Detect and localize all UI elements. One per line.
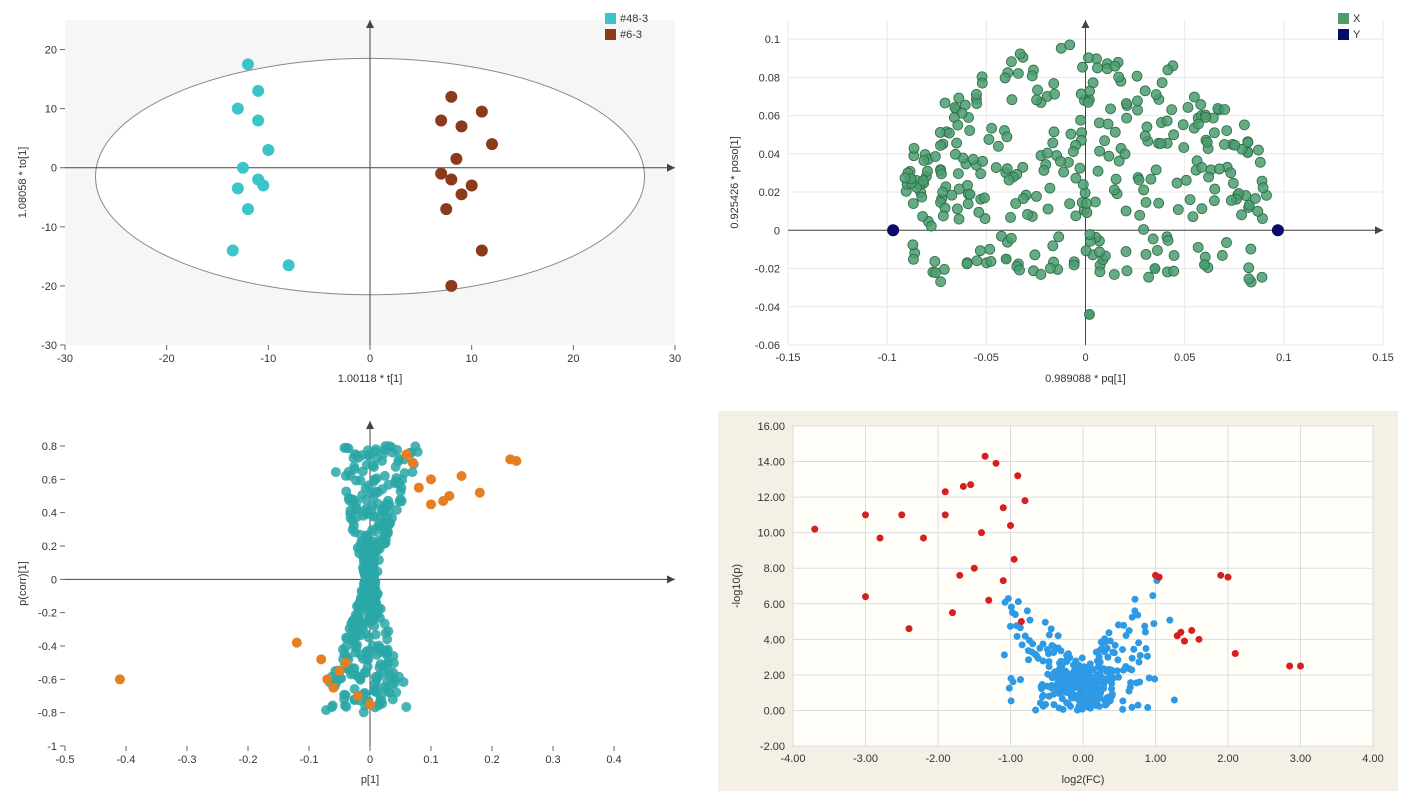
svg-text:10: 10 — [45, 104, 57, 116]
svg-text:-0.5: -0.5 — [56, 754, 75, 766]
svg-text:0.1: 0.1 — [423, 754, 438, 766]
svg-text:-0.1: -0.1 — [878, 352, 897, 364]
svg-text:0.08: 0.08 — [759, 72, 780, 84]
svg-text:0: 0 — [367, 754, 373, 766]
svg-text:-0.2: -0.2 — [239, 754, 258, 766]
svg-text:p(corr)[1]: p(corr)[1] — [17, 561, 29, 606]
svg-text:-0.05: -0.05 — [974, 352, 999, 364]
svg-text:-20: -20 — [159, 353, 175, 365]
svg-text:-1.00: -1.00 — [998, 753, 1023, 765]
scatter-tr: -0.15 -0.1 -0.05 0 0.05 0.1 0.15 -0.06 -0.04 -0.0… — [718, 10, 1398, 390]
svg-text:0: 0 — [367, 353, 373, 365]
svg-text:#48-3: #48-3 — [620, 13, 648, 25]
svg-text:-10: -10 — [260, 353, 276, 365]
panel-top-left: -30 -20 -10 0 10 20 30 -30 -20 -10 0 10 20 1.00118 * … — [10, 10, 698, 391]
svg-text:8.00: 8.00 — [764, 563, 785, 575]
svg-text:0.15: 0.15 — [1372, 352, 1393, 364]
scatter-bl: -0.5 -0.4 -0.3 -0.2 -0.1 0 0.1 0.2 0.3 0.4 -1 -0.8 -… — [10, 411, 690, 791]
svg-text:16.00: 16.00 — [757, 421, 785, 433]
svg-text:-0.06: -0.06 — [755, 340, 780, 352]
svg-text:0: 0 — [51, 163, 57, 175]
svg-text:-log10(p): -log10(p) — [731, 564, 743, 608]
svg-text:0.3: 0.3 — [545, 754, 560, 766]
svg-text:-10: -10 — [41, 222, 57, 234]
svg-text:3.00: 3.00 — [1290, 753, 1311, 765]
svg-text:-0.8: -0.8 — [38, 708, 57, 720]
svg-text:-1: -1 — [47, 741, 57, 753]
svg-text:0.2: 0.2 — [42, 541, 57, 553]
svg-text:0.6: 0.6 — [42, 474, 57, 486]
svg-text:4.00: 4.00 — [764, 634, 785, 646]
svg-text:10: 10 — [466, 353, 478, 365]
svg-text:0: 0 — [774, 225, 780, 237]
svg-text:12.00: 12.00 — [757, 492, 785, 504]
svg-text:14.00: 14.00 — [757, 457, 785, 469]
svg-text:0.06: 0.06 — [759, 111, 780, 123]
svg-text:1.00: 1.00 — [1145, 753, 1166, 765]
scatter-tl: -30 -20 -10 0 10 20 30 -30 -20 -10 0 10 20 1.00118 * … — [10, 10, 690, 390]
svg-text:-0.1: -0.1 — [300, 754, 319, 766]
svg-text:-0.15: -0.15 — [775, 352, 800, 364]
svg-text:0: 0 — [1082, 352, 1088, 364]
svg-text:0.00: 0.00 — [764, 705, 785, 717]
svg-text:0.4: 0.4 — [606, 754, 621, 766]
svg-text:20: 20 — [567, 353, 579, 365]
svg-text:0.04: 0.04 — [759, 149, 780, 161]
svg-text:0.05: 0.05 — [1174, 352, 1195, 364]
svg-text:-0.6: -0.6 — [38, 674, 57, 686]
svg-text:0.925426 * poso[1]: 0.925426 * poso[1] — [729, 136, 741, 228]
svg-text:0.02: 0.02 — [759, 187, 780, 199]
svg-text:p[1]: p[1] — [361, 774, 379, 786]
panel-bottom-left: -0.5 -0.4 -0.3 -0.2 -0.1 0 0.1 0.2 0.3 0.4 -1 -0.8 -… — [10, 411, 698, 792]
svg-text:-0.4: -0.4 — [117, 754, 136, 766]
svg-text:0.1: 0.1 — [1276, 352, 1291, 364]
svg-text:-2.00: -2.00 — [760, 741, 785, 753]
svg-text:X: X — [1353, 13, 1361, 25]
svg-text:0: 0 — [51, 574, 57, 586]
svg-text:-0.04: -0.04 — [755, 302, 780, 314]
svg-text:-2.00: -2.00 — [925, 753, 950, 765]
svg-text:0.2: 0.2 — [484, 754, 499, 766]
svg-text:0.4: 0.4 — [42, 508, 57, 520]
svg-text:#6-3: #6-3 — [620, 29, 642, 41]
svg-text:10.00: 10.00 — [757, 528, 785, 540]
svg-text:4.00: 4.00 — [1362, 753, 1383, 765]
svg-text:0.8: 0.8 — [42, 441, 57, 453]
svg-text:0.989088 * pq[1]: 0.989088 * pq[1] — [1045, 373, 1126, 385]
svg-text:20: 20 — [45, 45, 57, 57]
svg-text:2.00: 2.00 — [1217, 753, 1238, 765]
svg-text:-4.00: -4.00 — [780, 753, 805, 765]
svg-text:1.08058 * to[1]: 1.08058 * to[1] — [17, 147, 29, 219]
svg-text:-0.2: -0.2 — [38, 608, 57, 620]
svg-text:1.00118 * t[1]: 1.00118 * t[1] — [338, 373, 403, 385]
svg-text:-0.3: -0.3 — [178, 754, 197, 766]
svg-text:0.1: 0.1 — [765, 34, 780, 46]
svg-text:-20: -20 — [41, 281, 57, 293]
svg-text:0.00: 0.00 — [1072, 753, 1093, 765]
svg-text:-30: -30 — [57, 353, 73, 365]
svg-text:6.00: 6.00 — [764, 599, 785, 611]
volcano-br: -4.00 -3.00 -2.00 -1.00 0.00 1.00 2.00 3.00 4.00… — [718, 411, 1398, 791]
svg-text:30: 30 — [669, 353, 681, 365]
chart-grid: -30-20-100102030-30-20-10010201.00118 * … — [10, 10, 1406, 792]
svg-text:-0.4: -0.4 — [38, 641, 57, 653]
panel-top-right: -0.15 -0.1 -0.05 0 0.05 0.1 0.15 -0.06 -0.04 -0.0… — [718, 10, 1406, 391]
svg-text:-0.02: -0.02 — [755, 264, 780, 276]
svg-text:-30: -30 — [41, 340, 57, 352]
svg-text:2.00: 2.00 — [764, 670, 785, 682]
panel-bottom-right: -4.00 -3.00 -2.00 -1.00 0.00 1.00 2.00 3.00 4.00… — [718, 411, 1406, 792]
svg-text:log2(FC): log2(FC) — [1062, 774, 1105, 786]
svg-text:-3.00: -3.00 — [853, 753, 878, 765]
svg-text:Y: Y — [1353, 29, 1361, 41]
